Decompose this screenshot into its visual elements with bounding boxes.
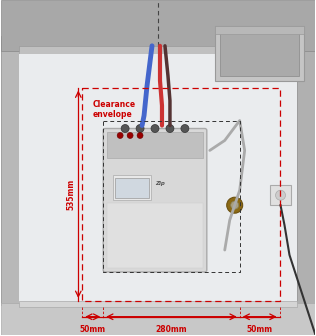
Bar (215, 26, 304, 34)
Bar (19, 51, 315, 305)
FancyBboxPatch shape (103, 128, 207, 272)
Bar (297, 36, 315, 305)
Text: 50mm: 50mm (80, 325, 106, 334)
Bar (19, 54, 297, 301)
Bar (113, 175, 151, 200)
Bar (215, 26, 304, 81)
Circle shape (136, 125, 144, 132)
Bar (115, 178, 149, 198)
Circle shape (117, 132, 123, 138)
Circle shape (231, 201, 239, 209)
Circle shape (137, 132, 143, 138)
Bar (270, 185, 291, 205)
Circle shape (151, 125, 159, 132)
Bar (19, 46, 297, 54)
Text: envelope: envelope (92, 110, 132, 119)
Bar (107, 132, 203, 158)
Circle shape (276, 190, 285, 200)
Bar (1, 0, 315, 51)
Circle shape (227, 197, 243, 213)
Text: 50mm: 50mm (246, 325, 273, 334)
Circle shape (127, 132, 133, 138)
Bar (220, 33, 300, 76)
Text: Clearance: Clearance (92, 99, 135, 109)
Bar (19, 301, 297, 307)
Bar (107, 203, 203, 268)
Text: Zip: Zip (155, 181, 165, 186)
Circle shape (121, 125, 129, 132)
Circle shape (166, 125, 174, 132)
Circle shape (181, 125, 189, 132)
Bar (1, 36, 19, 305)
Text: 535mm: 535mm (66, 179, 75, 210)
Bar (1, 303, 315, 335)
Text: 280mm: 280mm (156, 325, 187, 334)
